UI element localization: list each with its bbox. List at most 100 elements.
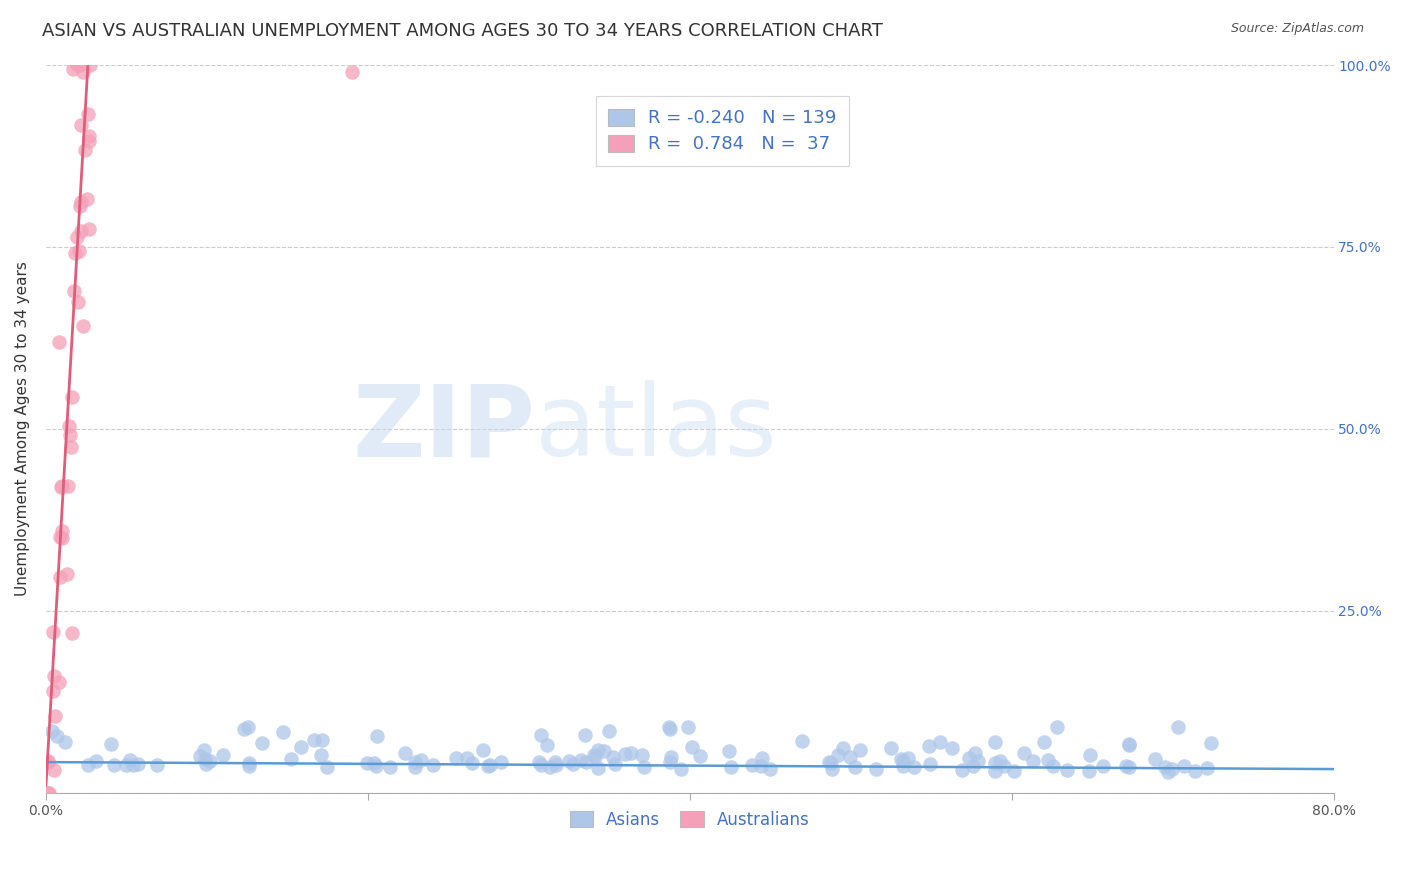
Point <box>70 224 93 238</box>
Point <box>658 722 681 736</box>
Point <box>1115 759 1137 773</box>
Point <box>49 480 72 494</box>
Point <box>69 199 91 213</box>
Point <box>188 749 211 764</box>
Point <box>849 743 872 757</box>
Point <box>84 754 107 768</box>
Point <box>865 762 887 776</box>
Point <box>44 708 66 723</box>
Point <box>103 757 125 772</box>
Point <box>720 760 742 774</box>
Point <box>676 720 699 734</box>
Point <box>66 229 89 244</box>
Point <box>1153 760 1175 774</box>
Point <box>479 758 502 772</box>
Point <box>364 758 387 772</box>
Point <box>404 755 426 769</box>
Point <box>302 733 325 747</box>
Point <box>1144 752 1167 766</box>
Point <box>575 756 598 770</box>
Point <box>965 746 987 760</box>
Point <box>897 751 920 765</box>
Point <box>118 753 141 767</box>
Point <box>59 427 82 442</box>
Point <box>49 570 72 584</box>
Point <box>41 684 63 698</box>
Point <box>63 285 86 299</box>
Point <box>366 729 388 743</box>
Point <box>48 675 70 690</box>
Point <box>631 747 654 762</box>
Point <box>211 747 233 762</box>
Point <box>42 764 65 778</box>
Point <box>48 334 70 349</box>
Point <box>588 743 610 757</box>
Point <box>76 757 98 772</box>
Point <box>984 735 1007 749</box>
Point <box>1197 761 1219 775</box>
Point <box>356 756 378 770</box>
Point <box>422 758 444 772</box>
Point <box>122 757 145 772</box>
Point <box>832 741 855 756</box>
Point <box>56 567 79 582</box>
Point <box>62 62 84 76</box>
Point <box>536 739 558 753</box>
Point <box>891 755 914 769</box>
Point <box>574 728 596 742</box>
Point <box>818 755 841 769</box>
Text: atlas: atlas <box>536 380 778 477</box>
Point <box>38 786 60 800</box>
Point <box>51 479 73 493</box>
Point <box>1022 754 1045 768</box>
Text: Source: ZipAtlas.com: Source: ZipAtlas.com <box>1230 22 1364 36</box>
Point <box>530 729 553 743</box>
Point <box>394 746 416 760</box>
Point <box>58 419 80 434</box>
Point <box>37 755 59 769</box>
Point <box>69 119 91 133</box>
Point <box>820 756 842 770</box>
Point <box>72 65 94 79</box>
Point <box>193 743 215 757</box>
Point <box>77 222 100 236</box>
Point <box>60 625 83 640</box>
Point <box>1167 721 1189 735</box>
Point <box>363 756 385 770</box>
Point <box>60 390 83 404</box>
Point <box>588 761 610 775</box>
Point <box>70 194 93 209</box>
Point <box>73 143 96 157</box>
Point <box>37 786 59 800</box>
Point <box>984 756 1007 771</box>
Point <box>404 759 426 773</box>
Point <box>194 752 217 766</box>
Point <box>1056 764 1078 778</box>
Point <box>250 736 273 750</box>
Point <box>602 749 624 764</box>
Point <box>72 319 94 334</box>
Point <box>839 750 862 764</box>
Point <box>456 751 478 765</box>
Point <box>717 744 740 758</box>
Point <box>100 737 122 751</box>
Point <box>530 758 553 772</box>
Point <box>1078 747 1101 762</box>
Point <box>444 751 467 765</box>
Point <box>880 740 903 755</box>
Point <box>489 756 512 770</box>
Point <box>918 739 941 754</box>
Point <box>236 720 259 734</box>
Point <box>583 750 606 764</box>
Point <box>669 762 692 776</box>
Point <box>380 760 402 774</box>
Point <box>238 759 260 773</box>
Point <box>929 735 952 749</box>
Point <box>46 729 69 743</box>
Point <box>598 723 620 738</box>
Point <box>461 756 484 770</box>
Point <box>1157 764 1180 779</box>
Point <box>1046 720 1069 734</box>
Point <box>941 740 963 755</box>
Point <box>844 760 866 774</box>
